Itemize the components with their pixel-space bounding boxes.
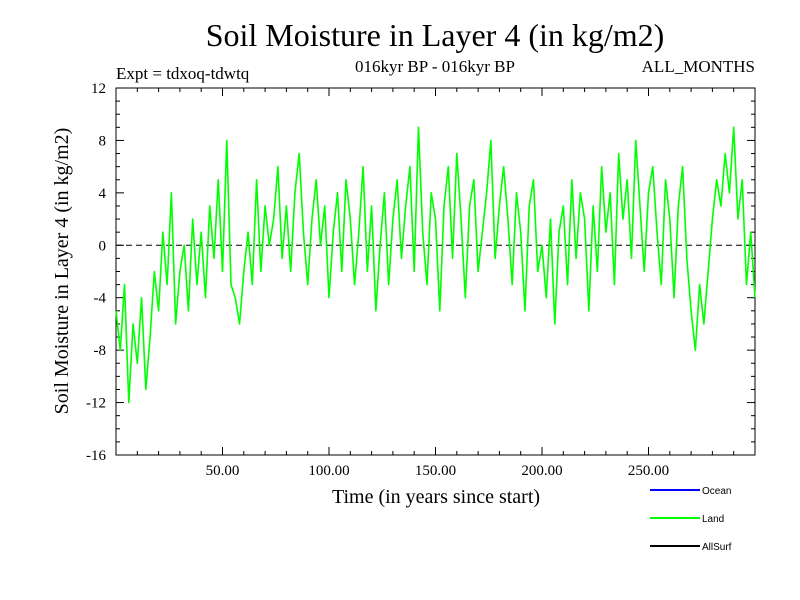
y-tick-label: 8 xyxy=(99,133,107,149)
x-tick-label: 50.00 xyxy=(206,463,240,479)
x-tick-label: 200.00 xyxy=(521,463,562,479)
legend-label-ocean: Ocean xyxy=(702,486,731,497)
y-tick-label: -4 xyxy=(94,291,107,307)
legend-label-allsurf: AllSurf xyxy=(702,542,732,553)
period-label: 016kyr BP - 016kyr BP xyxy=(355,57,515,76)
plot-frame xyxy=(115,87,756,456)
chart-title: Soil Moisture in Layer 4 (in kg/m2) xyxy=(206,17,665,53)
months-label: ALL_MONTHS xyxy=(642,57,755,76)
x-tick-label: 150.00 xyxy=(415,463,456,479)
x-axis-label: Time (in years since start) xyxy=(332,486,540,508)
y-tick-label: 0 xyxy=(99,238,107,254)
y-tick-label: 4 xyxy=(99,186,107,202)
plot-area: 50.00 100.00 150.00 200.00 250.00 -16 -12 -8 -4 0… xyxy=(86,81,756,479)
x-tick-label: 250.00 xyxy=(628,463,669,479)
legend-label-land: Land xyxy=(702,514,724,525)
x-tick-label: 100.00 xyxy=(308,463,349,479)
y-tick-label: 12 xyxy=(91,81,106,97)
series-line-land xyxy=(115,126,756,404)
y-tick-label: -16 xyxy=(86,448,106,464)
y-tick-label: -12 xyxy=(86,396,106,412)
y-tick-label: -8 xyxy=(94,343,107,359)
legend: Ocean Land AllSurf xyxy=(650,486,732,553)
experiment-label: Expt = tdxoq-tdwtq xyxy=(116,64,250,83)
y-axis-label: Soil Moisture in Layer 4 (in kg/m2) xyxy=(51,128,73,415)
